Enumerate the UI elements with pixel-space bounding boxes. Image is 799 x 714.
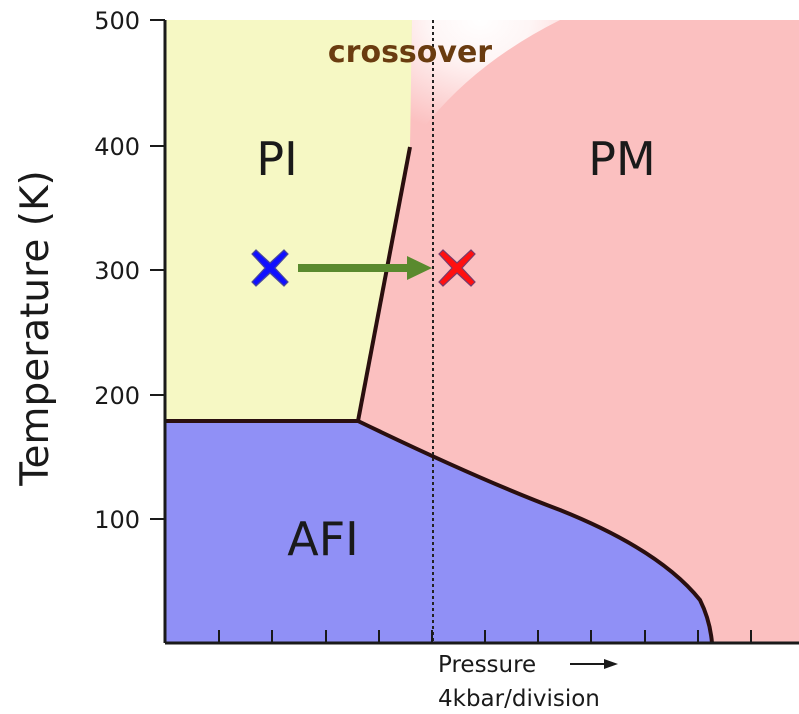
- afi-pm-boundary-line: [357, 419, 714, 643]
- afi-region: [165, 421, 712, 643]
- pi-pm-boundary-line: [356, 146, 412, 422]
- y-tick-label-300: 300: [94, 257, 140, 285]
- arrow-head: [407, 256, 432, 280]
- phase-label-pm: PM: [588, 132, 655, 186]
- y-tick-label-400: 400: [94, 133, 140, 161]
- phase-label-afi: AFI: [287, 512, 359, 566]
- y-tick-label-200: 200: [94, 382, 140, 410]
- end-x-marker-icon: [438, 249, 476, 287]
- phase-label-pi: PI: [256, 132, 297, 186]
- start-x-marker-icon: [251, 249, 289, 287]
- y-tick-label-500: 500: [94, 7, 140, 35]
- crossover-fade: [400, 20, 560, 147]
- y-tick-label-100: 100: [94, 506, 140, 534]
- x-axis-unit: 4kbar/division: [438, 686, 600, 712]
- crossover-label: crossover: [328, 35, 492, 70]
- x-axis-title: Pressure: [438, 652, 536, 678]
- right-arrow-icon: [570, 659, 618, 669]
- y-axis-title: Temperature (K): [13, 170, 58, 486]
- x-ticks: [218, 630, 752, 643]
- pi-region: [165, 20, 412, 421]
- y-ticks: [150, 19, 165, 520]
- transition-arrow: [298, 256, 432, 280]
